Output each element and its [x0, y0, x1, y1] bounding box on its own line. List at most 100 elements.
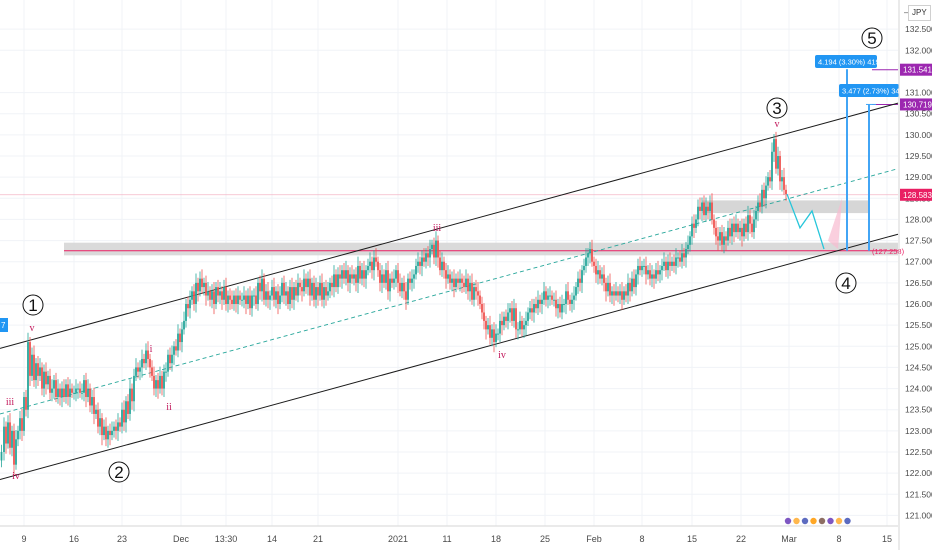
candle-body [79, 388, 81, 393]
candle-body [687, 244, 689, 250]
candle-body [519, 320, 521, 330]
candle-body [637, 265, 639, 275]
candle-body [29, 342, 31, 376]
candle-body [297, 282, 299, 296]
candle-body [339, 274, 341, 279]
candle-body [591, 249, 593, 262]
subwave-label: iii [6, 397, 15, 408]
candle-body [261, 278, 263, 292]
candle-body [633, 278, 635, 288]
candle-body [305, 278, 307, 288]
candle-body [597, 270, 599, 275]
candle-body [145, 350, 147, 364]
candle-body [227, 295, 229, 304]
candle-body [579, 278, 581, 283]
candle-body [739, 227, 741, 233]
candle-body [9, 422, 11, 448]
candle-body [319, 282, 321, 296]
candle-body [465, 278, 467, 288]
candle-body [129, 388, 131, 414]
candle-body [515, 308, 517, 330]
subwave-label: i [150, 344, 153, 355]
candle-body [681, 253, 683, 262]
candle-body [399, 282, 401, 292]
candle-body [405, 291, 407, 300]
candle-body [367, 265, 369, 271]
candle-body [727, 227, 729, 241]
price-axis[interactable]: 121.000 121.500 122.000 122.500 123.000 123.5… [898, 0, 932, 550]
candle-body [119, 422, 121, 427]
candle-body [83, 380, 85, 393]
candle-body [763, 189, 765, 199]
candle-body [757, 202, 759, 211]
candle-body [395, 270, 397, 279]
candle-body [211, 291, 213, 300]
candle-body [557, 304, 559, 309]
time-tick-label: 21 [313, 534, 323, 544]
candle-body [445, 270, 447, 279]
candle-body [139, 367, 141, 372]
candle-body [113, 426, 115, 431]
candle-body [697, 206, 699, 220]
candle-body [13, 430, 15, 465]
resistance-zone-lower [64, 242, 898, 256]
price-tick-label: 130.000 [905, 130, 932, 140]
candle-body [379, 270, 381, 283]
candle-body [441, 261, 443, 271]
candle-body [523, 325, 525, 330]
candle-body [677, 257, 679, 259]
price-tick-label: 123.500 [905, 405, 932, 415]
projection-arrow-fill [828, 198, 842, 250]
wave-number: 4 [841, 274, 850, 293]
candle-body [283, 282, 285, 296]
measure-label-text: 4.194 (3.30%) 419.4 [818, 58, 886, 67]
candle-body [213, 291, 215, 304]
candle-body [741, 227, 743, 237]
candle-body [601, 274, 603, 279]
left-edge-badge [0, 318, 8, 332]
candle-body [411, 278, 413, 283]
candle-body [425, 253, 427, 262]
candle-body [417, 261, 419, 266]
time-axis[interactable]: 9 16 23 Dec 13:30 14 21 2021 11 18 25 Feb 8 15 22 Mar 8 1… [0, 525, 898, 544]
candle-body [587, 253, 589, 258]
subwave-label: iv [498, 350, 506, 361]
candle-body [101, 418, 103, 436]
candle-body [663, 261, 665, 266]
time-tick-label: 22 [736, 534, 746, 544]
candle-body [225, 287, 227, 304]
candle-body [721, 232, 723, 245]
candle-body [377, 261, 379, 271]
candle-body [5, 426, 7, 444]
candle-body [707, 206, 709, 211]
candle-body [737, 223, 739, 233]
candle-body [639, 265, 641, 271]
candle-body [467, 278, 469, 292]
candle-body [363, 270, 365, 279]
candle-body [781, 177, 783, 182]
candle-body [613, 291, 615, 296]
candle-body [85, 380, 87, 398]
candle-body [259, 282, 261, 292]
candle-body [551, 295, 553, 300]
candle-body [471, 282, 473, 300]
candle-body [553, 299, 555, 301]
candle-body [57, 388, 59, 398]
price-scale-badge-text: 131.541 [903, 66, 932, 75]
candle-body [229, 295, 231, 300]
candle-body [91, 397, 93, 406]
candle-body [293, 287, 295, 300]
candle-body [561, 304, 563, 313]
candle-body [715, 227, 717, 237]
candle-body [347, 270, 349, 283]
candle-body [27, 342, 29, 410]
candle-body [389, 278, 391, 292]
candle-body [109, 430, 111, 436]
time-tick-label: 13:30 [215, 534, 238, 544]
candle-body [475, 287, 477, 292]
candle-body [427, 253, 429, 258]
candle-body [437, 240, 439, 258]
candle-body [361, 270, 363, 279]
support-level-label: (127.258) [872, 247, 905, 256]
candle-body [157, 380, 159, 389]
